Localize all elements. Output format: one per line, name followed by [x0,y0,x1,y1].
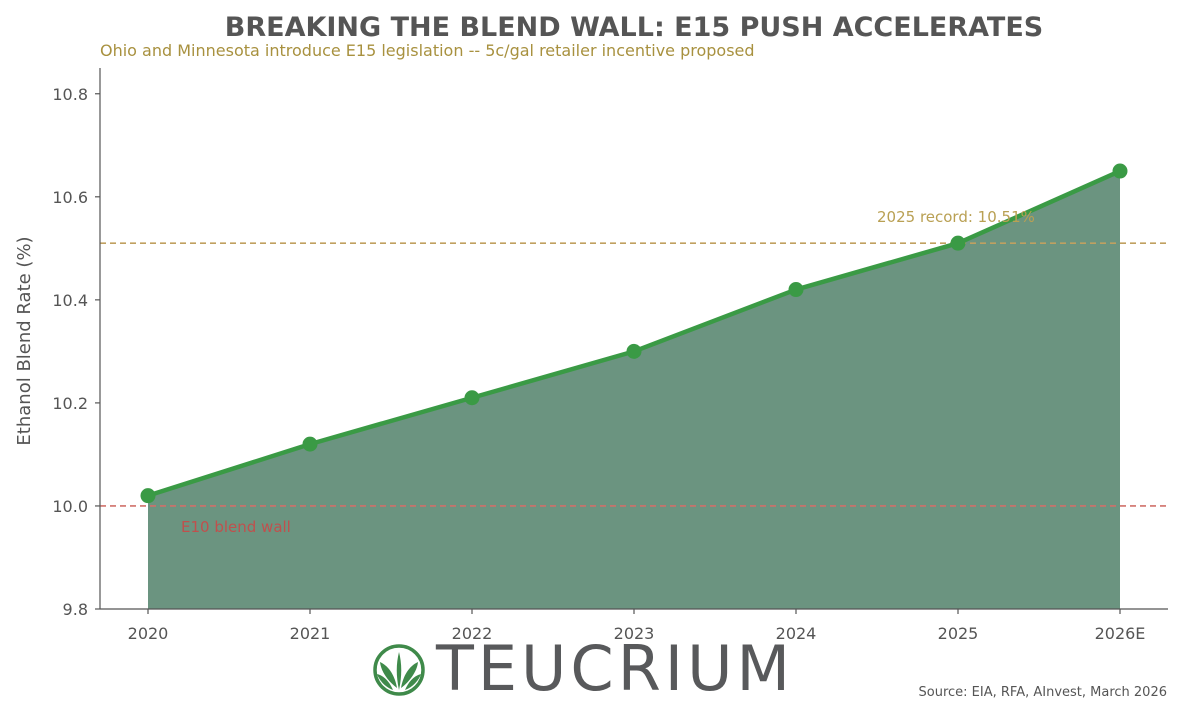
plot-area: 9.8 10.0 10.2 10.4 10.6 10.8 2020 2021 2022 2023 2… [52,68,1168,643]
data-point [788,282,804,298]
teucrium-leaf-icon [373,644,425,696]
y-axis-label: Ethanol Blend Rate (%) [14,236,35,445]
source-note: Source: EIA, RFA, AInvest, March 2026 [919,685,1167,700]
y-tick-label: 10.8 [52,85,88,104]
y-tick-label: 10.0 [52,497,88,516]
y-tick-label: 10.4 [52,291,88,310]
y-tick-label: 9.8 [63,600,88,619]
x-tick-label: 2024 [776,624,817,643]
y-tick-label: 10.2 [52,394,88,413]
data-point [626,343,642,359]
y-tick-label: 10.6 [52,188,88,207]
data-point [950,235,966,251]
x-tick-label: 2022 [452,624,493,643]
x-tick-label: 2025 [938,624,979,643]
brand-logo-text: TEUCRIUM [435,632,794,705]
annotation-record: 2025 record: 10.51% [877,208,1035,226]
data-point [140,488,156,504]
x-tick-label: 2023 [614,624,655,643]
series-area [148,171,1120,610]
chart-title: BREAKING THE BLEND WALL: E15 PUSH ACCELE… [225,12,1044,43]
x-tick-label: 2020 [128,624,169,643]
annotation-blend-wall: E10 blend wall [181,518,291,536]
x-tick-label: 2026E [1095,624,1146,643]
x-tick-label: 2021 [290,624,331,643]
data-point [464,390,480,406]
data-point [302,436,318,452]
chart-subtitle: Ohio and Minnesota introduce E15 legisla… [100,41,755,60]
data-point [1112,163,1128,179]
